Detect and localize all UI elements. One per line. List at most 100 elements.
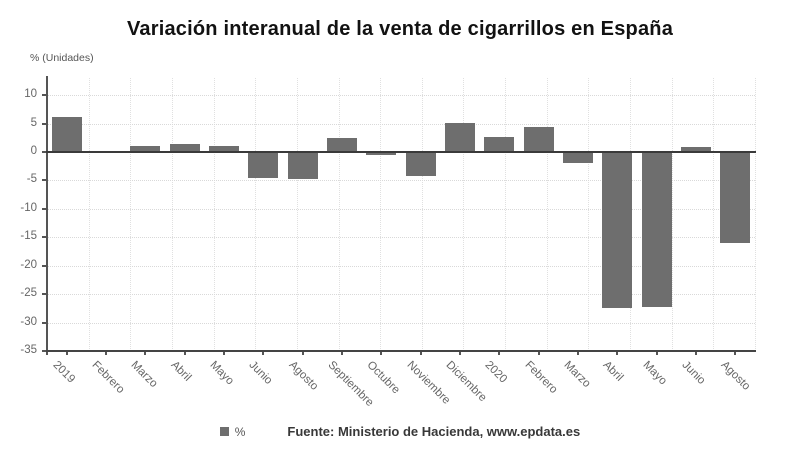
x-tick-label-5-junio: Junio — [246, 359, 275, 387]
x-tick-label-6-agosto: Agosto — [286, 359, 320, 393]
gridline-vertical-5 — [255, 78, 257, 351]
gridline-horizontal--20 — [47, 265, 755, 267]
bar-9-noviembre — [405, 151, 436, 176]
gridline-vertical-17 — [755, 78, 756, 351]
gridline-vertical-12 — [546, 78, 548, 351]
x-tick-17 — [734, 351, 737, 355]
bar-13-marzo — [563, 151, 593, 163]
x-tick-7 — [341, 351, 343, 355]
gridline-vertical-7 — [338, 78, 340, 351]
plot-area: 10 5 0 -5 -10 -15 -20 -25 -30 -35 2019 Febrero Marzo… — [20, 76, 756, 409]
gridline-vertical-6 — [296, 78, 298, 351]
y-tick-10 — [42, 94, 47, 97]
x-tick-8 — [380, 351, 383, 355]
gridline-vertical-16 — [713, 78, 715, 351]
x-tick-label-8-octubre: Octubre — [364, 359, 403, 397]
y-tick--5 — [42, 179, 47, 182]
y-tick-label--20: -20 — [20, 258, 37, 271]
y-axis-units-label: % (Unidades) — [30, 52, 94, 64]
gridline-vertical-11 — [505, 78, 507, 351]
bar-3-abril — [169, 143, 200, 152]
gridline-horizontal--10 — [47, 208, 755, 210]
bar-14-abril — [602, 151, 633, 309]
y-tick-label-5: 5 — [30, 116, 37, 129]
y-tick-label--25: -25 — [20, 287, 37, 300]
x-tick-label-16-junio: Junio — [679, 359, 708, 387]
gridline-vertical-13 — [588, 78, 590, 351]
x-tick-4 — [223, 351, 225, 355]
y-tick--35 — [42, 350, 47, 352]
x-tick-9 — [419, 351, 422, 355]
bar-4-mayo — [209, 146, 239, 152]
gridline-vertical-2 — [130, 78, 132, 351]
bar-8-octubre — [366, 151, 397, 156]
y-tick--15 — [42, 236, 47, 239]
bar-16-junio — [681, 147, 711, 152]
y-tick-0 — [42, 150, 47, 153]
gridline-horizontal--30 — [47, 322, 755, 324]
gridline-horizontal--5 — [47, 180, 755, 182]
y-tick--30 — [42, 321, 47, 324]
x-tick-16 — [695, 351, 697, 355]
chart-title: Variación interanual de la venta de ciga… — [126, 18, 674, 40]
bar-10-diciembre — [445, 122, 475, 152]
y-tick-label--5: -5 — [26, 173, 37, 186]
x-tick-1 — [105, 351, 107, 355]
y-tick-label--10: -10 — [20, 201, 37, 214]
x-tick-label-13-marzo: Marzo — [561, 359, 593, 391]
x-tick-14 — [616, 351, 619, 355]
gridline-vertical-8 — [380, 78, 382, 351]
legend-swatch-icon — [219, 427, 229, 436]
x-tick-13 — [577, 351, 579, 355]
x-tick-label-1-febrero: Febrero — [89, 359, 127, 396]
x-tick-label-3-abril: Abril — [168, 359, 193, 384]
source-text: Fuente: Ministerio de Hacienda, www.epda… — [287, 424, 581, 439]
y-tick-label--15: -15 — [20, 230, 37, 243]
x-tick-12 — [537, 351, 540, 355]
gridline-vertical-1 — [88, 78, 90, 351]
y-tick-label--35: -35 — [20, 344, 37, 356]
bar-6-agosto — [287, 151, 318, 180]
x-tick-label-0-2019: 2019 — [50, 359, 77, 386]
y-tick-label-10: 10 — [24, 88, 37, 101]
bar-7-septiembre — [327, 138, 357, 152]
x-tick-15 — [655, 351, 658, 355]
bar-2-marzo — [130, 146, 161, 152]
x-tick-11 — [498, 351, 501, 355]
y-tick-label-0: 0 — [30, 144, 37, 157]
gridline-horizontal-5 — [47, 123, 755, 125]
bar-5-junio — [248, 151, 279, 179]
y-tick--20 — [42, 264, 47, 267]
chart-footer: % Fuente: Ministerio de Hacienda, www.ep… — [0, 424, 800, 439]
x-tick-label-15-mayo: Mayo — [640, 359, 669, 388]
x-axis-line — [46, 350, 756, 352]
x-tick-label-14-abril: Abril — [600, 359, 626, 384]
y-tick--10 — [42, 207, 47, 210]
x-tick-label-17-agosto: Agosto — [718, 359, 753, 393]
x-tick-2 — [144, 351, 147, 355]
x-tick-6 — [301, 351, 304, 355]
x-tick-label-4-mayo: Mayo — [207, 359, 236, 388]
gridline-horizontal-10 — [47, 95, 755, 97]
x-tick-10 — [459, 351, 461, 355]
gridline-vertical-10 — [463, 78, 465, 351]
gridline-vertical-9 — [421, 78, 423, 351]
gridline-vertical-4 — [213, 78, 215, 351]
bar-15-mayo — [641, 151, 672, 308]
gridline-vertical-3 — [171, 78, 173, 351]
y-tick-label--30: -30 — [20, 315, 37, 328]
y-tick--25 — [42, 293, 47, 296]
x-tick-label-2-marzo: Marzo — [128, 359, 160, 391]
gridline-horizontal--25 — [47, 294, 755, 296]
bar-11-2020 — [484, 136, 515, 152]
bar-0-2019 — [51, 116, 82, 152]
legend-label: % — [234, 424, 246, 439]
x-tick-3 — [183, 351, 186, 355]
x-tick-label-11-2020: 2020 — [482, 359, 510, 386]
x-tick-label-12-febrero: Febrero — [522, 359, 560, 396]
y-tick-5 — [42, 122, 47, 125]
gridline-vertical-15 — [671, 78, 673, 351]
x-tick-0 — [65, 351, 68, 355]
gridline-horizontal--15 — [47, 237, 755, 239]
